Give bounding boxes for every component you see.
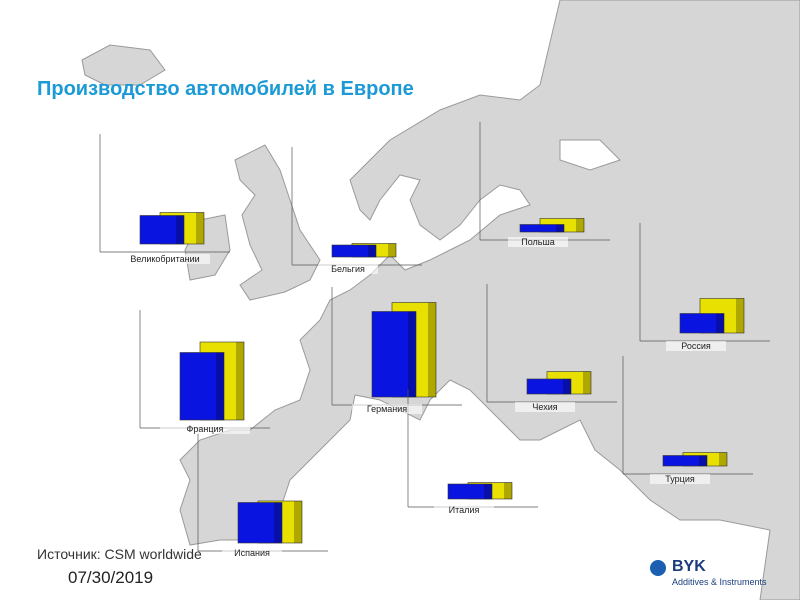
bar-shade (736, 298, 744, 333)
bar (679, 313, 725, 334)
bar (331, 244, 377, 258)
bar-shade (388, 243, 396, 257)
bar-shade (504, 482, 512, 499)
country-label: Германия (352, 404, 422, 414)
bar-shade (294, 501, 302, 543)
iceland (81, 44, 166, 86)
bar (237, 502, 283, 544)
bar-shade (196, 212, 204, 244)
continent (179, 0, 800, 600)
country-label: Франция (160, 424, 250, 434)
bar (447, 483, 493, 500)
bar-shade (556, 224, 564, 232)
bar-shade (176, 215, 184, 244)
country-label: Великобритании (120, 254, 210, 264)
country-label: Чехия (515, 402, 575, 412)
bar-shade (716, 313, 724, 333)
bar (139, 215, 185, 245)
bar-shade (368, 245, 376, 257)
britain (234, 144, 321, 301)
bar-shade (484, 484, 492, 499)
bar-shade (236, 342, 244, 420)
logo-name: BYK (672, 558, 706, 575)
bar-shade (274, 502, 282, 543)
bar-shade (699, 455, 707, 466)
date: 07/30/2019 (68, 568, 154, 587)
bar-shade (428, 302, 436, 397)
bar-shade (216, 352, 224, 420)
bar (179, 352, 225, 421)
source: Источник: CSM worldwide (37, 546, 202, 562)
bar (526, 378, 572, 395)
logo-subtitle: Additives & Instruments (672, 577, 767, 587)
gulf (559, 139, 621, 171)
country-label: Турция (650, 474, 710, 484)
logo-mark (650, 560, 666, 576)
country-label: Польша (508, 237, 568, 247)
bar (662, 455, 708, 467)
bar-shade (563, 379, 571, 394)
bar-shade (719, 452, 727, 466)
bar-shade (408, 311, 416, 397)
bar-shade (583, 371, 591, 394)
title: Производство автомобилей в Европе (37, 78, 414, 100)
bar (519, 224, 565, 233)
country-label: Бельгия (318, 264, 378, 274)
country-label: Россия (666, 341, 726, 351)
bar-shade (576, 218, 584, 232)
country-label: Испания (222, 548, 282, 558)
bar (371, 311, 417, 398)
country-label: Италия (434, 505, 494, 515)
